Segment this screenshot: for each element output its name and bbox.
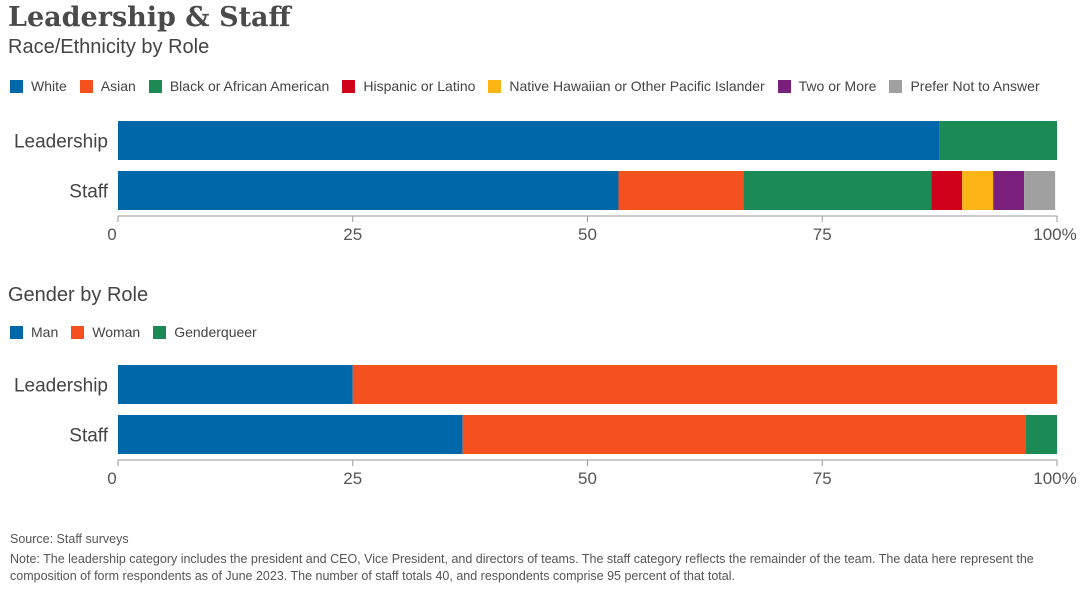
legend-label: Native Hawaiian or Other Pacific Islande… — [509, 78, 765, 94]
footnote: Note: The leadership category includes t… — [10, 552, 1034, 583]
legend-swatch — [10, 79, 23, 93]
gender-chart-legend: Man Woman Genderqueer — [10, 324, 270, 340]
bar-staff-asian — [618, 171, 744, 210]
x-tick-label: 25 — [343, 469, 362, 488]
legend-item-white: White — [10, 78, 67, 94]
bar-staff-man — [118, 415, 463, 454]
x-tick-label: 100% — [1033, 225, 1076, 244]
legend-swatch — [71, 325, 85, 339]
category-label-leadership: Leadership — [14, 132, 108, 153]
gender-chart: Leadership Staff 0 25 50 75 100% — [14, 365, 1077, 488]
legend-swatch — [889, 79, 903, 93]
x-tick-label: 100% — [1033, 469, 1076, 488]
legend-item-man: Man — [10, 324, 58, 340]
legend-item-genderqueer: Genderqueer — [153, 324, 257, 340]
legend-label: Asian — [100, 78, 136, 94]
x-tick-label: 75 — [813, 469, 832, 488]
bar-staff-woman — [462, 415, 1027, 454]
legend-label: Two or More — [798, 78, 877, 94]
legend-label: Prefer Not to Answer — [910, 78, 1040, 94]
bar-staff-hispanic-or-latino — [931, 171, 963, 210]
gender-chart-subtitle: Gender by Role — [8, 284, 149, 306]
bar-leadership-man — [118, 365, 353, 404]
legend-swatch — [10, 325, 23, 339]
x-tick-label: 0 — [107, 225, 116, 244]
race-chart-legend: White Asian Black or African American Hispa… — [10, 78, 1053, 94]
category-label-staff: Staff — [69, 426, 108, 447]
bar-staff-genderqueer — [1026, 415, 1057, 454]
legend-label: Hispanic or Latino — [363, 78, 476, 94]
x-tick-label: 75 — [813, 225, 832, 244]
legend-item-prefer-not-to-answer: Prefer Not to Answer — [889, 78, 1040, 94]
bar-leadership-black-or-african-american — [939, 121, 1057, 160]
legend-item-black-or-african-american: Black or African American — [148, 78, 330, 94]
x-tick-label: 0 — [107, 469, 116, 488]
category-label-leadership: Leadership — [14, 376, 108, 397]
page-title: Leadership & Staff — [8, 2, 291, 33]
legend-label: Black or African American — [169, 78, 330, 94]
legend-swatch — [153, 325, 167, 339]
legend-label: Man — [31, 324, 59, 340]
bar-staff-two-or-more — [993, 171, 1025, 210]
legend-label: Woman — [92, 324, 141, 340]
legend-swatch — [488, 79, 502, 93]
race-chart-subtitle: Race/Ethnicity by Role — [8, 36, 210, 58]
bar-staff-black-or-african-american — [743, 171, 932, 210]
bar-staff-native-hawaiian-or-other-pacific-islander — [962, 171, 994, 210]
x-tick-label: 50 — [578, 225, 597, 244]
category-label-staff: Staff — [69, 182, 108, 203]
bar-leadership-white — [118, 121, 940, 160]
legend-item-two-or-more: Two or More — [777, 78, 877, 94]
legend-item-asian: Asian — [79, 78, 136, 94]
legend-label: Genderqueer — [174, 324, 257, 340]
legend-label: White — [31, 78, 67, 94]
legend-swatch — [342, 79, 356, 93]
legend-item-woman: Woman — [71, 324, 140, 340]
legend-item-native-hawaiian-or-other-pacific-islander: Native Hawaiian or Other Pacific Islande… — [488, 78, 765, 94]
legend-swatch — [777, 79, 791, 93]
source-note: Source: Staff surveys — [10, 532, 129, 546]
legend-item-hispanic-or-latino: Hispanic or Latino — [342, 78, 475, 94]
x-tick-label: 25 — [343, 225, 362, 244]
bar-leadership-woman — [352, 365, 1057, 404]
bar-staff-white — [118, 171, 619, 210]
legend-swatch — [79, 79, 93, 93]
bar-staff-prefer-not-to-answer — [1024, 171, 1056, 210]
x-tick-label: 50 — [578, 469, 597, 488]
legend-swatch — [148, 79, 162, 93]
race-chart: Leadership Staff 0 25 50 75 100% — [14, 121, 1077, 244]
